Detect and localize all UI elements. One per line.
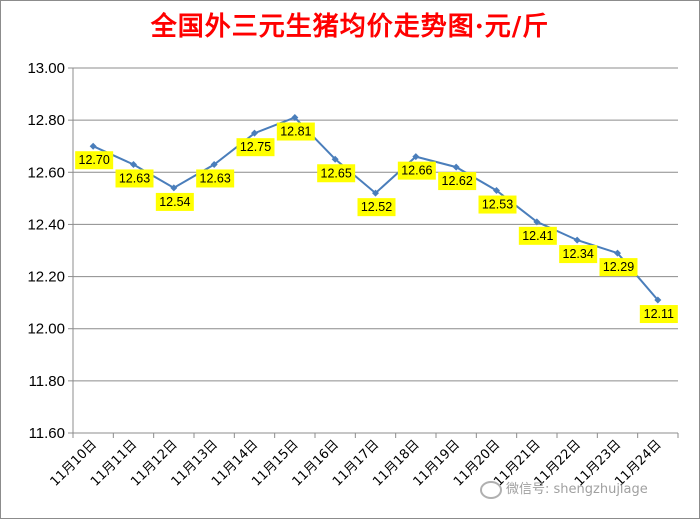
data-label: 12.81	[280, 125, 311, 139]
data-label: 12.52	[361, 200, 392, 214]
data-label: 12.54	[159, 195, 190, 209]
data-point	[251, 129, 258, 137]
data-point	[210, 160, 218, 168]
data-label-bg	[559, 245, 598, 264]
data-label: 12.34	[563, 247, 594, 261]
watermark-text: 微信号: shengzhujiage	[506, 482, 648, 497]
data-label-bg	[438, 172, 477, 191]
data-point	[89, 142, 97, 150]
data-point	[654, 296, 662, 304]
y-tick-label: 12.80	[27, 112, 65, 129]
data-point	[372, 189, 379, 197]
data-label: 12.63	[119, 171, 150, 185]
data-label-bg	[639, 305, 678, 324]
data-point	[130, 160, 137, 168]
wechat-watermark: 微信号: shengzhujiage	[480, 478, 648, 499]
chart-title: 全国外三元生猪均价走势图·元/斤	[150, 12, 550, 42]
y-tick-label: 12.00	[27, 321, 65, 338]
data-point	[412, 153, 420, 161]
y-tick-label: 12.20	[27, 269, 65, 286]
y-tick-label: 11.60	[29, 425, 65, 442]
data-label: 12.63	[200, 171, 231, 185]
data-label-bg	[518, 226, 557, 245]
data-label: 12.70	[79, 153, 110, 167]
data-label-bg	[397, 161, 436, 180]
data-label-bg	[599, 258, 638, 277]
data-label: 12.41	[522, 229, 553, 243]
wechat-icon	[480, 480, 502, 499]
data-label-bg	[115, 169, 154, 188]
data-label-bg	[75, 151, 114, 170]
data-point	[452, 163, 460, 171]
y-tick-label: 11.80	[29, 373, 65, 390]
data-point	[614, 249, 621, 257]
data-point	[291, 114, 299, 122]
data-point	[533, 218, 541, 226]
data-label-bg	[155, 192, 194, 211]
data-point	[331, 155, 339, 163]
data-label-bg	[276, 122, 315, 141]
data-point	[493, 187, 500, 195]
y-tick-label: 13.00	[27, 60, 65, 77]
data-label: 12.65	[321, 166, 352, 180]
data-point	[170, 184, 178, 192]
data-label: 12.66	[401, 164, 432, 178]
data-label: 12.29	[603, 260, 634, 274]
data-label: 12.53	[482, 198, 513, 212]
data-label: 12.11	[644, 307, 674, 321]
data-point	[573, 236, 581, 244]
data-label-bg	[478, 195, 517, 214]
data-label-bg	[317, 164, 356, 183]
y-tick-label: 12.40	[27, 216, 65, 233]
data-label-bg	[196, 169, 235, 188]
data-label-bg	[236, 138, 275, 157]
y-tick-label: 12.60	[27, 164, 65, 181]
data-label: 12.62	[442, 174, 473, 188]
data-label-bg	[357, 198, 396, 217]
data-label: 12.75	[240, 140, 271, 154]
